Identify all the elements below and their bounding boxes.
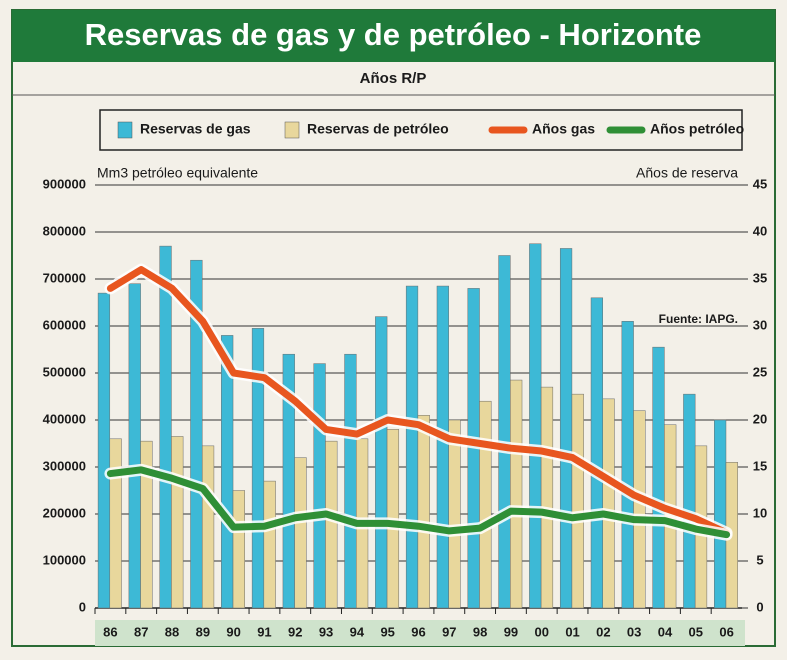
x-tick-label: 88 [165,624,179,639]
bar [510,379,523,609]
bar [344,353,357,609]
bar [448,419,461,609]
bar [436,285,449,609]
annotation: Fuente: IAPG. [659,312,738,326]
bar [232,490,245,609]
x-tick-label: 03 [627,624,641,639]
x-tick-label: 06 [719,624,733,639]
y2-tick-label: 15 [753,458,767,473]
bar [171,436,184,609]
x-tick-label: 96 [411,624,425,639]
legend-box [99,109,743,151]
x-tick-label: 02 [596,624,610,639]
bar [251,328,265,609]
bar [559,248,573,609]
bar [633,410,646,609]
line [106,466,731,539]
y2-tick-label: 40 [753,223,767,238]
bar [313,363,326,609]
title-banner [12,10,775,62]
bar [479,400,492,609]
bar [590,297,603,609]
legend-label: Años gas [532,121,595,137]
y2-tick-label: 30 [753,317,767,332]
y-tick-label: 200000 [43,505,86,520]
bar [190,259,203,609]
x-tick-label: 95 [380,624,394,639]
y-tick-label: 500000 [43,364,86,379]
bar [621,321,634,609]
y2-tick-label: 25 [753,364,767,379]
y-tick-label: 400000 [43,411,86,426]
bar [714,419,727,609]
y2-tick-label: 10 [753,505,767,520]
y2-tick-label: 0 [756,599,763,614]
legend-label: Reservas de gas [140,121,251,137]
bar [683,393,696,609]
bar [652,346,665,609]
x-axis-band [95,620,745,646]
y-tick-label: 700000 [43,270,86,285]
legend-label: Años petróleo [650,121,744,137]
x-tick-label: 98 [473,624,487,639]
x-tick-label: 89 [196,624,210,639]
y-tick-label: 800000 [43,223,86,238]
x-tick-label: 91 [257,624,271,639]
y-tick-label: 300000 [43,458,86,473]
x-tick-label: 87 [134,624,148,639]
y2-axis-label: Años de reserva [636,165,738,181]
x-tick-label: 92 [288,624,302,639]
bar [159,245,172,609]
bar [201,445,215,609]
x-tick-label: 05 [689,624,703,639]
y2-tick-label: 35 [753,270,767,285]
chart-title: Reservas de gas y de petróleo - Horizont… [85,17,702,52]
line [106,266,731,537]
legend-swatch [284,121,300,139]
bar [294,457,307,609]
y-tick-label: 900000 [43,176,86,191]
x-tick-label: 01 [565,624,579,639]
bar [602,398,615,609]
x-tick-label: 99 [504,624,518,639]
y2-tick-label: 20 [753,411,767,426]
x-tick-label: 94 [350,624,365,639]
x-tick-label: 00 [535,624,549,639]
bar [405,285,419,609]
bar [128,283,141,609]
x-tick-label: 86 [103,624,117,639]
x-tick-label: 93 [319,624,333,639]
bar [325,440,338,609]
bar [140,440,153,609]
y2-tick-label: 5 [756,552,763,567]
bar [263,480,276,609]
bar [375,316,388,609]
y-tick-label: 0 [79,599,86,614]
y-tick-label: 600000 [43,317,86,332]
bar [540,386,554,609]
legend-swatch [117,121,133,139]
bar [221,335,234,609]
bar [498,255,511,609]
y-tick-label: 100000 [43,552,86,567]
y2-tick-label: 45 [753,176,767,191]
legend-label: Reservas de petróleo [307,121,449,137]
y-axis-label: Mm3 petróleo equivalente [97,165,258,181]
bar [97,292,111,609]
bar [529,243,542,609]
chart-subtitle: Años R/P [360,70,427,87]
x-tick-label: 97 [442,624,456,639]
x-tick-label: 04 [658,624,673,639]
bar [571,393,584,609]
x-tick-label: 90 [226,624,240,639]
bar [417,415,430,609]
bar [109,438,122,609]
